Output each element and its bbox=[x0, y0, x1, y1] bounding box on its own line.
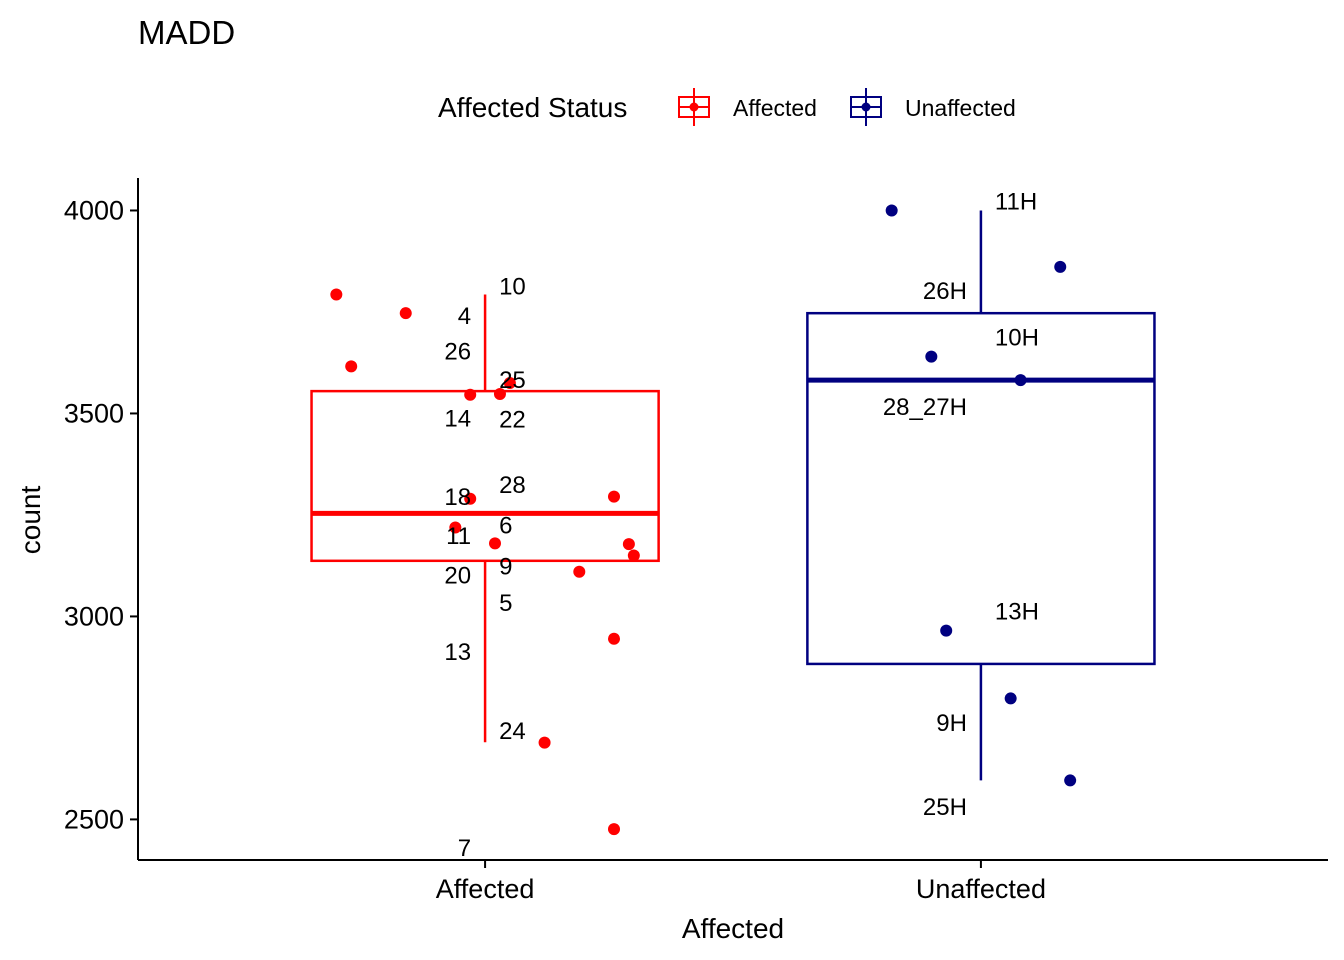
data-point bbox=[399, 307, 412, 320]
data-point bbox=[493, 387, 506, 400]
x-tick-label: Affected bbox=[436, 874, 535, 904]
point-label: 11H bbox=[995, 189, 1037, 216]
data-point bbox=[345, 360, 358, 373]
point-label: 13 bbox=[444, 639, 471, 666]
point-label: 26H bbox=[923, 278, 967, 305]
plot-area: 10 4 26 25 14 22 28 18 6 11 9 20 5 13 24 7 11H 26H 10H 28_2… bbox=[310, 189, 1156, 862]
chart-title: MADD bbox=[138, 14, 235, 51]
data-point bbox=[503, 377, 516, 390]
data-point bbox=[1064, 774, 1077, 787]
point-label: 4 bbox=[458, 303, 471, 330]
point-label: 20 bbox=[444, 563, 471, 590]
data-point bbox=[449, 521, 462, 534]
point-label: 18 bbox=[444, 484, 471, 511]
legend-label-affected: Affected bbox=[733, 95, 817, 121]
x-tick-label: Unaffected bbox=[916, 874, 1046, 904]
point-label: 10H bbox=[995, 324, 1039, 351]
data-point bbox=[330, 288, 343, 301]
data-point bbox=[464, 388, 477, 401]
y-axis-title: count bbox=[15, 486, 46, 555]
data-point bbox=[608, 823, 620, 836]
data-point bbox=[573, 565, 586, 578]
data-point bbox=[622, 538, 635, 551]
x-axis-title: Affected bbox=[682, 913, 784, 944]
point-label: 28_27H bbox=[883, 394, 967, 421]
data-point bbox=[1004, 692, 1017, 705]
legend-key-affected bbox=[678, 88, 710, 126]
data-point bbox=[489, 537, 501, 550]
point-label: 9H bbox=[936, 710, 967, 737]
point-label: 25H bbox=[923, 794, 967, 821]
axes: 2500 3000 3500 4000 Affected Unaffected bbox=[64, 178, 1328, 904]
legend-title: Affected Status bbox=[438, 92, 627, 123]
legend: Affected Status Affected Unaffected bbox=[438, 88, 1016, 126]
point-label: 5 bbox=[499, 590, 512, 617]
data-point bbox=[940, 624, 953, 637]
data-point bbox=[1054, 260, 1067, 273]
y-tick-label: 3000 bbox=[64, 601, 124, 631]
legend-label-unaffected: Unaffected bbox=[905, 95, 1016, 121]
data-point bbox=[538, 736, 551, 749]
point-label: 28 bbox=[499, 472, 526, 499]
box bbox=[310, 389, 660, 563]
point-label: 13H bbox=[995, 599, 1039, 626]
data-point bbox=[925, 350, 938, 363]
point-label: 26 bbox=[444, 339, 471, 366]
point-label: 6 bbox=[499, 513, 512, 540]
point-label: 7 bbox=[458, 835, 471, 862]
point-label: 11 bbox=[446, 523, 471, 550]
data-point bbox=[464, 492, 477, 505]
data-point bbox=[608, 490, 620, 503]
box-group-affected: 10 4 26 25 14 22 28 18 6 11 9 20 5 13 24 7 bbox=[310, 274, 660, 862]
data-point bbox=[608, 632, 620, 645]
data-point bbox=[885, 204, 898, 217]
data-point bbox=[1014, 374, 1027, 387]
point-label: 9 bbox=[499, 553, 512, 580]
y-tick-label: 3500 bbox=[64, 398, 124, 428]
y-tick-label: 2500 bbox=[64, 804, 124, 834]
point-label: 10 bbox=[499, 274, 526, 301]
point-label: 22 bbox=[499, 406, 526, 433]
box-group-unaffected: 11H 26H 10H 28_27H 13H 9H 25H bbox=[806, 189, 1156, 821]
point-label: 24 bbox=[499, 718, 526, 745]
box bbox=[806, 311, 1156, 666]
y-tick-label: 4000 bbox=[64, 195, 124, 225]
data-point bbox=[627, 549, 640, 562]
point-label: 25 bbox=[499, 367, 526, 394]
point-label: 14 bbox=[444, 406, 471, 433]
legend-key-unaffected bbox=[850, 88, 882, 126]
